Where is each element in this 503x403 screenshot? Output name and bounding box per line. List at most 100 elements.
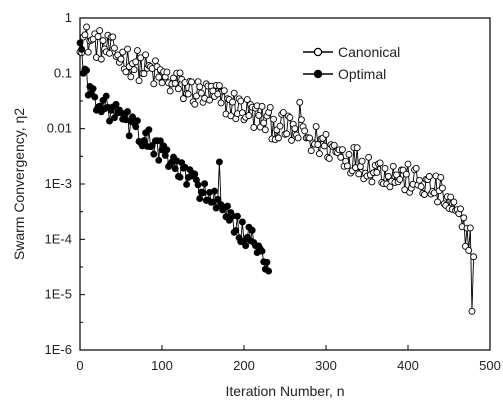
data-point-canonical bbox=[438, 184, 446, 192]
data-point-canonical bbox=[325, 154, 333, 162]
series-layer bbox=[76, 23, 478, 315]
data-point-optimal bbox=[263, 258, 271, 266]
data-point-canonical bbox=[230, 89, 238, 97]
data-point-canonical bbox=[140, 70, 148, 78]
data-point-canonical bbox=[393, 171, 400, 179]
data-point-optimal bbox=[76, 39, 84, 47]
data-point-optimal bbox=[140, 137, 148, 145]
data-point-optimal bbox=[183, 181, 191, 188]
legend-label-optimal: Optimal bbox=[338, 66, 386, 82]
data-point-canonical bbox=[468, 307, 476, 315]
data-point-optimal bbox=[78, 45, 86, 53]
data-point-canonical bbox=[301, 127, 309, 135]
data-point-optimal bbox=[196, 195, 204, 203]
data-point-canonical bbox=[191, 100, 199, 108]
data-point-canonical bbox=[322, 130, 330, 138]
x-tick-label: 400 bbox=[397, 358, 419, 373]
data-point-canonical bbox=[261, 126, 269, 134]
data-point-optimal bbox=[265, 267, 273, 275]
data-point-optimal bbox=[132, 123, 140, 131]
data-point-canonical bbox=[81, 31, 89, 39]
data-point-optimal bbox=[199, 189, 207, 197]
data-point-canonical bbox=[466, 224, 474, 232]
data-point-canonical bbox=[197, 89, 205, 97]
data-point-canonical bbox=[122, 68, 130, 76]
data-point-canonical bbox=[314, 141, 322, 149]
x-tick-label: 0 bbox=[76, 358, 83, 373]
data-point-canonical bbox=[365, 153, 373, 161]
data-point-canonical bbox=[179, 95, 187, 103]
data-point-canonical bbox=[286, 114, 294, 121]
y-tick-label: 1E-4 bbox=[45, 231, 72, 246]
data-point-optimal bbox=[102, 92, 110, 100]
data-point-canonical bbox=[229, 98, 236, 106]
data-point-canonical bbox=[184, 90, 192, 98]
data-point-canonical bbox=[127, 73, 135, 81]
data-point-canonical bbox=[135, 77, 143, 85]
data-point-canonical bbox=[106, 49, 113, 57]
data-point-optimal bbox=[224, 202, 232, 210]
data-point-canonical bbox=[358, 157, 366, 165]
data-point-canonical bbox=[296, 98, 304, 106]
x-tick-label: 500 bbox=[479, 358, 501, 373]
data-point-optimal bbox=[214, 195, 222, 203]
data-point-canonical bbox=[166, 87, 174, 95]
data-point-canonical bbox=[192, 92, 200, 100]
x-tick-label: 200 bbox=[233, 358, 255, 373]
data-point-canonical bbox=[155, 73, 163, 81]
data-point-optimal bbox=[211, 187, 218, 195]
data-point-canonical bbox=[297, 116, 305, 124]
y-tick-label: 1E-6 bbox=[45, 342, 72, 357]
data-point-canonical bbox=[450, 198, 458, 206]
data-point-optimal bbox=[91, 93, 99, 101]
data-point-optimal bbox=[194, 181, 202, 189]
data-point-canonical bbox=[470, 253, 478, 261]
data-point-optimal bbox=[156, 137, 164, 145]
data-point-canonical bbox=[437, 174, 445, 181]
data-point-canonical bbox=[389, 162, 397, 170]
data-point-canonical bbox=[215, 82, 223, 89]
data-point-canonical bbox=[109, 33, 117, 41]
data-point-optimal bbox=[125, 132, 133, 140]
data-point-optimal bbox=[161, 151, 169, 159]
data-point-canonical bbox=[345, 150, 353, 158]
data-point-canonical bbox=[381, 164, 389, 172]
data-point-canonical bbox=[396, 176, 404, 183]
data-point-canonical bbox=[258, 103, 266, 110]
data-point-canonical bbox=[447, 193, 455, 201]
data-point-canonical bbox=[283, 130, 291, 138]
legend-marker-optimal bbox=[313, 69, 323, 79]
data-point-optimal bbox=[201, 180, 209, 188]
data-point-canonical bbox=[124, 45, 132, 53]
data-point-optimal bbox=[106, 117, 113, 125]
data-point-canonical bbox=[330, 141, 338, 149]
data-point-optimal bbox=[133, 117, 141, 125]
data-point-canonical bbox=[96, 27, 104, 35]
data-point-optimal bbox=[163, 146, 171, 154]
data-point-canonical bbox=[158, 79, 166, 87]
data-point-canonical bbox=[368, 178, 376, 186]
data-point-canonical bbox=[250, 124, 258, 131]
data-point-canonical bbox=[373, 169, 381, 176]
data-point-canonical bbox=[465, 246, 473, 254]
data-point-optimal bbox=[112, 100, 120, 108]
data-point-optimal bbox=[155, 156, 163, 164]
data-point-canonical bbox=[294, 134, 302, 142]
data-point-canonical bbox=[402, 170, 410, 178]
legend-label-canonical: Canonical bbox=[338, 44, 400, 60]
data-point-optimal bbox=[233, 212, 241, 220]
data-point-canonical bbox=[163, 68, 171, 76]
data-point-canonical bbox=[270, 115, 277, 123]
data-point-canonical bbox=[130, 66, 138, 74]
data-point-optimal bbox=[242, 242, 250, 250]
data-point-canonical bbox=[206, 96, 214, 104]
data-point-optimal bbox=[248, 226, 256, 234]
data-point-canonical bbox=[174, 85, 182, 93]
data-point-canonical bbox=[343, 162, 351, 170]
data-point-optimal bbox=[232, 227, 240, 235]
data-point-canonical bbox=[196, 83, 204, 91]
data-point-optimal bbox=[238, 218, 246, 226]
data-point-canonical bbox=[420, 191, 428, 198]
y-tick-label: 1E-3 bbox=[45, 176, 72, 191]
